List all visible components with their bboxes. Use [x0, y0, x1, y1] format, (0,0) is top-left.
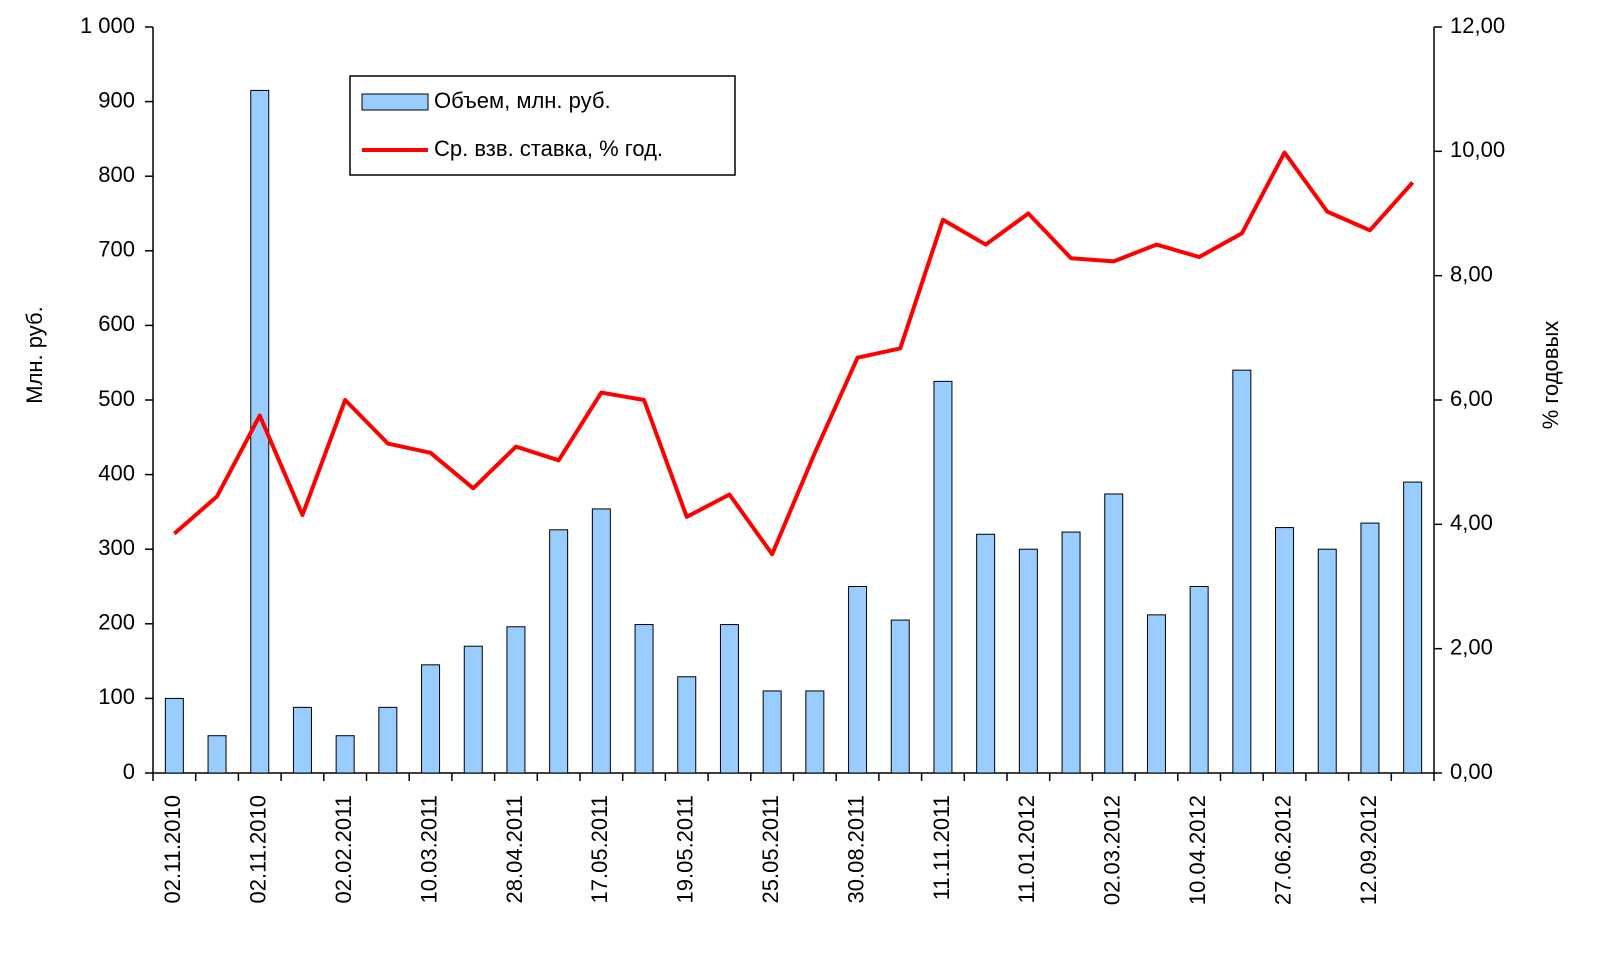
x-tick-label: 02.11.2010: [160, 795, 185, 903]
bar: [1104, 493, 1124, 774]
bar: [207, 735, 227, 774]
bar: [164, 697, 184, 774]
y2-tick-label: 10,00: [1450, 137, 1505, 162]
bar: [421, 664, 441, 774]
y-tick-label: 1 000: [80, 13, 135, 38]
x-tick-label: 11.11.2011: [929, 795, 954, 900]
bar: [1189, 586, 1209, 774]
y-tick-label: 600: [98, 311, 135, 336]
bar: [591, 508, 611, 774]
x-tick-label: 12.09.2012: [1356, 795, 1381, 905]
x-tick-label: 02.11.2010: [246, 795, 271, 903]
y-tick-label: 400: [98, 460, 135, 485]
y-tick-label: 500: [98, 386, 135, 411]
y2-tick-label: 2,00: [1450, 634, 1493, 659]
bar: [549, 529, 569, 774]
legend-label: Объем, млн. руб.: [434, 88, 611, 113]
x-tick-label: 17.05.2011: [587, 795, 612, 903]
y-axis-title: Млн. руб.: [22, 306, 47, 404]
bar: [292, 706, 312, 774]
y2-tick-label: 8,00: [1450, 261, 1493, 286]
bar: [762, 690, 782, 774]
bar: [463, 645, 483, 774]
bar: [1061, 531, 1081, 774]
line: [173, 150, 1415, 557]
bar: [506, 626, 526, 774]
y-tick-label: 900: [98, 87, 135, 112]
bar: [634, 624, 654, 774]
bar: [805, 690, 825, 774]
y2-tick-label: 6,00: [1450, 386, 1493, 411]
y-tick-label: 700: [98, 237, 135, 262]
bar: [1146, 614, 1166, 774]
y2-tick-label: 0,00: [1450, 759, 1493, 784]
y-tick-label: 800: [98, 162, 135, 187]
bar: [1018, 548, 1038, 774]
x-tick-label: 25.05.2011: [758, 795, 783, 903]
x-tick-label: 27.06.2012: [1270, 795, 1295, 905]
x-tick-label: 10.04.2012: [1185, 795, 1210, 905]
y-tick-label: 300: [98, 535, 135, 560]
bar: [1232, 369, 1252, 774]
x-tick-label: 02.02.2011: [331, 795, 356, 903]
bar: [1317, 548, 1337, 774]
legend-swatch: [361, 93, 429, 111]
x-tick-label: 28.04.2011: [502, 795, 527, 903]
legend: [349, 75, 736, 176]
y-tick-label: 200: [98, 610, 135, 635]
y2-axis-title: % годовых: [1538, 321, 1563, 430]
bar: [1403, 481, 1423, 774]
bar: [719, 624, 739, 774]
bar: [378, 706, 398, 774]
bar: [976, 533, 996, 774]
y2-tick-label: 4,00: [1450, 510, 1493, 535]
legend-label: Ср. взв. ставка, % год.: [434, 136, 663, 161]
y2-tick-label: 12,00: [1450, 13, 1505, 38]
x-tick-label: 10.03.2011: [416, 795, 441, 903]
bar: [677, 676, 697, 774]
x-tick-label: 19.05.2011: [673, 795, 698, 903]
bar: [1360, 522, 1380, 774]
bar: [335, 735, 355, 774]
x-tick-label: 30.08.2011: [843, 795, 868, 903]
y-tick-label: 100: [98, 684, 135, 709]
y-tick-label: 0: [123, 759, 135, 784]
x-tick-label: 11.01.2012: [1014, 795, 1039, 903]
x-tick-label: 02.03.2012: [1100, 795, 1125, 905]
bar: [890, 619, 910, 774]
bar: [848, 586, 868, 774]
bar: [1275, 527, 1295, 774]
bar: [933, 380, 953, 774]
